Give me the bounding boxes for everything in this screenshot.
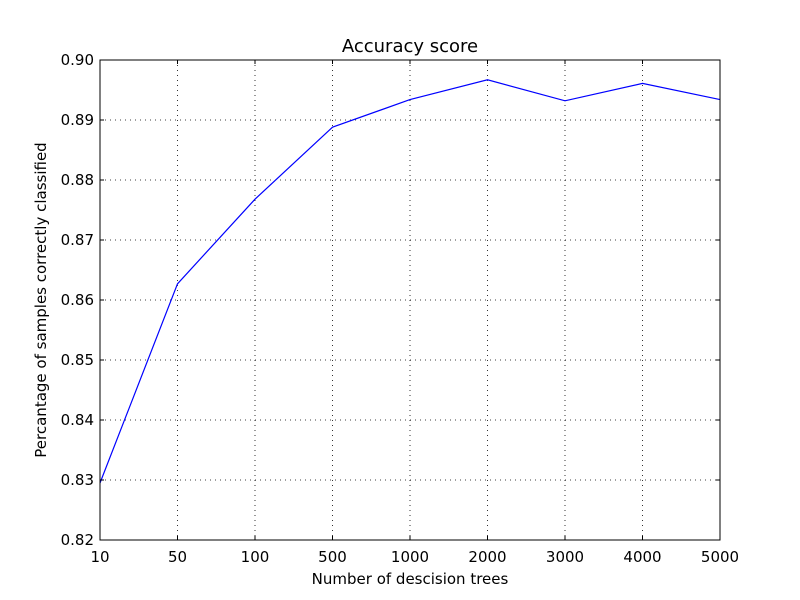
x-tick-label: 2000 xyxy=(468,548,506,566)
chart-title: Accuracy score xyxy=(342,36,478,57)
x-tick-label: 5000 xyxy=(701,548,739,566)
x-tick-label: 4000 xyxy=(623,548,661,566)
y-tick-label: 0.84 xyxy=(61,411,94,429)
x-axis-label: Number of descision trees xyxy=(312,570,509,588)
y-tick-label: 0.83 xyxy=(61,471,94,489)
x-tick-label: 500 xyxy=(318,548,347,566)
y-tick-label: 0.82 xyxy=(61,531,94,549)
y-tick-label: 0.88 xyxy=(61,171,94,189)
x-tick-label: 100 xyxy=(241,548,270,566)
grid-lines xyxy=(100,60,720,540)
y-tick-label: 0.89 xyxy=(61,111,94,129)
tick-marks xyxy=(99,59,721,541)
series-layer xyxy=(99,79,721,484)
y-tick-label: 0.87 xyxy=(61,231,94,249)
y-axis-label: Percantage of samples correctly classifi… xyxy=(32,142,50,457)
y-tick-label: 0.90 xyxy=(61,51,94,69)
y-tick-label: 0.85 xyxy=(61,351,94,369)
series-line xyxy=(99,79,721,484)
y-tick-labels: 0.82 0.83 0.84 0.85 0.86 0.87 0.88 0.89 0.90 xyxy=(61,51,94,549)
x-tick-label: 50 xyxy=(168,548,187,566)
y-tick-label: 0.86 xyxy=(61,291,94,309)
x-tick-label: 10 xyxy=(90,548,109,566)
x-tick-label: 3000 xyxy=(546,548,584,566)
x-tick-label: 1000 xyxy=(391,548,429,566)
x-tick-labels: 10 50 100 500 1000 2000 3000 4000 5000 xyxy=(90,548,739,566)
